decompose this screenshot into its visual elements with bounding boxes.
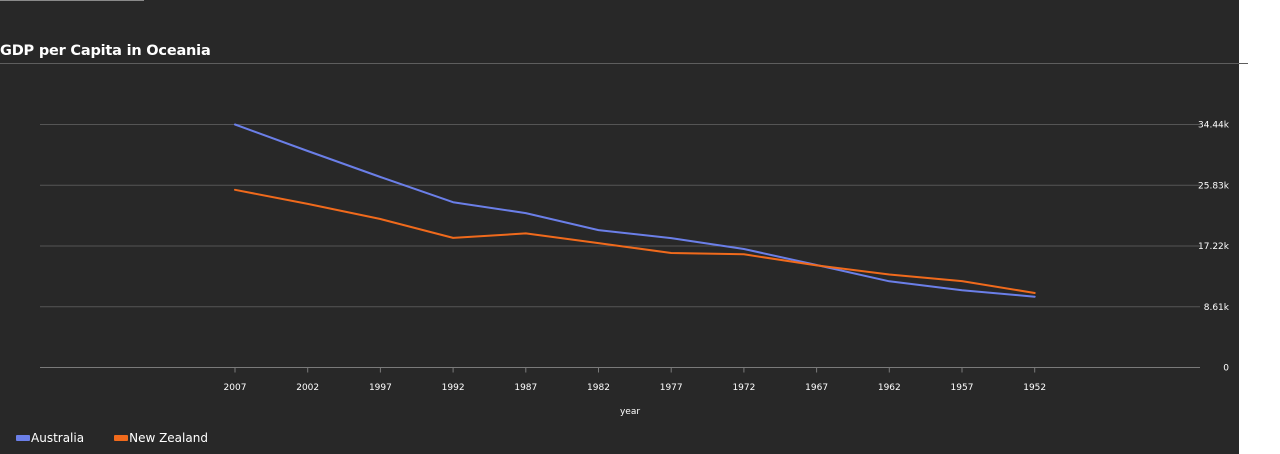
title-divider [0,63,1239,64]
gridlines [40,124,1200,368]
x-axis-label: year [620,407,640,417]
y-tick-label: 0 [1223,364,1229,374]
chart-title: GDP per Capita in Oceania [0,43,211,59]
y-axis-ticks: 0 8.61k 17.22k 25.83k 34.44k [1198,121,1230,374]
legend-item-new-zealand[interactable]: New Zealand [114,431,208,445]
y-tick-label: 34.44k [1198,121,1230,131]
x-tick-label: 1997 [369,383,392,393]
legend-label-new-zealand: New Zealand [129,431,208,445]
series-line-australia[interactable] [234,123,1036,298]
legend-swatch-australia [16,435,30,441]
x-tick-label: 1987 [514,383,537,393]
x-tick-label: 1957 [951,383,974,393]
legend-swatch-new-zealand [114,435,129,441]
x-tick-label: 1952 [1023,383,1046,393]
x-tick-label: 1982 [587,383,610,393]
y-tick-label: 17.22k [1198,242,1230,252]
chart-panel [0,0,1239,454]
x-tick-label: 1962 [878,383,901,393]
x-tick-label: 2002 [296,383,319,393]
legend: Australia New Zealand [16,431,238,445]
top-tab-indicator [0,0,144,1]
series-line-new-zealand[interactable] [234,188,1036,294]
x-tick-label: 2007 [224,383,247,393]
title-divider-extension [1239,63,1248,64]
x-tick-label: 1992 [442,383,465,393]
y-tick-label: 8.61k [1204,303,1230,313]
x-axis-ticks: 2007 2002 1997 1992 1987 1982 1977 1972 1967 1962… [224,367,1046,393]
legend-item-australia[interactable]: Australia [16,431,84,445]
line-chart: 0 8.61k 17.22k 25.83k 34.44k 2007 2002 1997 199… [40,121,1230,417]
legend-label-australia: Australia [31,431,85,445]
series-lines [234,123,1036,298]
x-tick-label: 1967 [805,383,828,393]
x-tick-label: 1972 [732,383,755,393]
x-tick-label: 1977 [660,383,683,393]
y-tick-label: 25.83k [1198,181,1230,191]
